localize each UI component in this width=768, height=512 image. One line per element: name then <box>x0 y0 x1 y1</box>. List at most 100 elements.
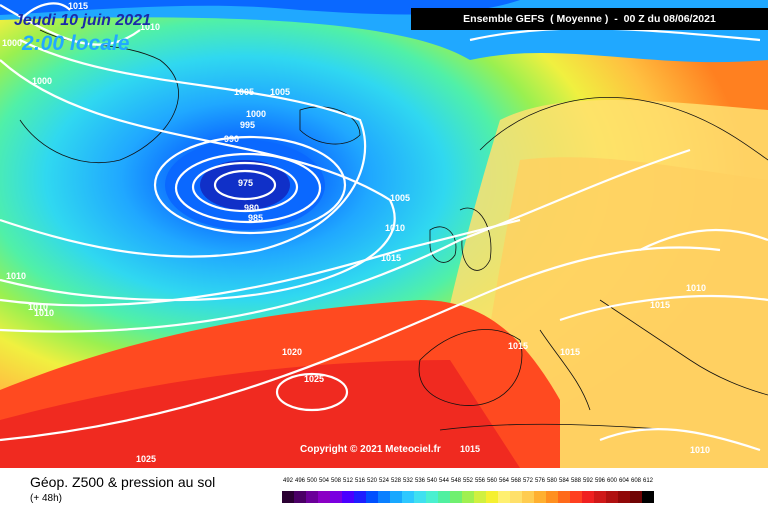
legend-swatch <box>426 491 438 503</box>
legend-value: 524 <box>378 478 389 484</box>
legend-value: 604 <box>618 478 629 484</box>
legend-swatch <box>450 491 462 503</box>
legend-swatch <box>582 491 594 503</box>
legend-value: 516 <box>354 478 365 484</box>
legend-swatch <box>474 491 486 503</box>
isobar-label: 1015 <box>68 1 88 11</box>
legend-swatch <box>378 491 390 503</box>
legend-swatch <box>366 491 378 503</box>
z500-band-north-deep <box>0 0 520 15</box>
legend-swatch <box>402 491 414 503</box>
isobar-label: 1000 <box>246 109 266 119</box>
legend-value: 528 <box>390 478 401 484</box>
isobar-label: 1015 <box>508 341 528 351</box>
isobar-label: 1010 <box>28 302 48 312</box>
legend-value: 600 <box>606 478 617 484</box>
legend-value: 592 <box>582 478 593 484</box>
legend-value: 552 <box>462 478 473 484</box>
isobar-label: 1000 <box>2 38 22 48</box>
isobar-label: 990 <box>224 134 239 144</box>
legend-value: 512 <box>342 478 353 484</box>
isobar-label: 1025 <box>304 374 324 384</box>
map-title: Géop. Z500 & pression au sol <box>30 474 216 490</box>
legend-swatch <box>570 491 582 503</box>
legend-swatch <box>282 491 294 503</box>
legend-value: 492 <box>282 478 293 484</box>
legend-swatch <box>534 491 546 503</box>
run-title: Ensemble GEFS ( Moyenne ) - 00 Z du 08/0… <box>411 8 768 30</box>
weather-map: 1015 1010 1000 1000 1005 1005 1000 995 9… <box>0 0 768 468</box>
isobar-label: 980 <box>244 203 259 213</box>
isobar-label: 975 <box>238 178 253 188</box>
isobar-label: 995 <box>240 120 255 130</box>
isobar-label: 1000 <box>32 76 52 86</box>
legend-value: 608 <box>630 478 641 484</box>
legend-value: 612 <box>642 478 653 484</box>
legend-swatch <box>510 491 522 503</box>
legend-value: 588 <box>570 478 581 484</box>
isobar-label: 985 <box>248 213 263 223</box>
legend-value: 520 <box>366 478 377 484</box>
footer: Géop. Z500 & pression au sol (+ 48h) 492… <box>0 468 768 512</box>
legend-value: 544 <box>438 478 449 484</box>
isobar-label: 1015 <box>650 300 670 310</box>
isobar-label: 1015 <box>560 347 580 357</box>
legend-swatch <box>390 491 402 503</box>
valid-date: Jeudi 10 juin 2021 <box>14 12 151 29</box>
color-legend: 492 496 500 504 508 512 516 520 524 528 532 536 540 5… <box>282 478 750 506</box>
legend-value: 568 <box>510 478 521 484</box>
legend-value: 572 <box>522 478 533 484</box>
low-core-inner <box>200 160 290 210</box>
isobar-label: 1010 <box>6 271 26 281</box>
forecast-step: (+ 48h) <box>30 493 62 504</box>
legend-value: 504 <box>318 478 329 484</box>
isobar-label: 1005 <box>270 87 290 97</box>
isobar-label: 1015 <box>460 444 480 454</box>
legend-swatch <box>414 491 426 503</box>
legend-value: 580 <box>546 478 557 484</box>
copyright-text: Copyright © 2021 Meteociel.fr <box>300 444 441 455</box>
isobar-label: 1010 <box>385 223 405 233</box>
legend-swatch <box>342 491 354 503</box>
legend-swatch <box>546 491 558 503</box>
isobar-label: 1005 <box>390 193 410 203</box>
isobar-label: 1025 <box>136 454 156 464</box>
legend-swatch <box>630 491 642 503</box>
legend-value: 548 <box>450 478 461 484</box>
isobar-label: 1020 <box>282 347 302 357</box>
legend-swatch <box>330 491 342 503</box>
legend-swatch <box>498 491 510 503</box>
isobar-labels: 1015 1010 1000 1000 1005 1005 1000 995 9… <box>2 1 710 464</box>
legend-swatch <box>318 491 330 503</box>
legend-swatch <box>558 491 570 503</box>
legend-swatch <box>438 491 450 503</box>
legend-swatch <box>462 491 474 503</box>
legend-value: 576 <box>534 478 545 484</box>
legend-value: 560 <box>486 478 497 484</box>
isobar-label: 1010 <box>140 22 160 32</box>
legend-value: 532 <box>402 478 413 484</box>
legend-swatch <box>306 491 318 503</box>
legend-swatch <box>642 491 654 503</box>
legend-value: 564 <box>498 478 509 484</box>
valid-time: 2:00 locale <box>22 32 130 55</box>
isobar-label: 1010 <box>686 283 706 293</box>
isobar-label: 1005 <box>234 87 254 97</box>
legend-labels: 492 496 500 504 508 512 516 520 524 528 532 536 540 5… <box>282 478 750 489</box>
map-svg: 1015 1010 1000 1000 1005 1005 1000 995 9… <box>0 0 768 468</box>
legend-value: 556 <box>474 478 485 484</box>
legend-value: 584 <box>558 478 569 484</box>
legend-swatch <box>354 491 366 503</box>
legend-swatch <box>522 491 534 503</box>
legend-swatch <box>486 491 498 503</box>
legend-swatch <box>618 491 630 503</box>
isobar-label: 1010 <box>690 445 710 455</box>
isobars <box>0 2 768 452</box>
legend-swatch <box>594 491 606 503</box>
legend-swatch <box>606 491 618 503</box>
isobar-label: 1010 <box>34 308 54 318</box>
legend-value: 540 <box>426 478 437 484</box>
legend-value: 536 <box>414 478 425 484</box>
isobar-label: 1015 <box>381 253 401 263</box>
legend-bar <box>282 491 750 503</box>
